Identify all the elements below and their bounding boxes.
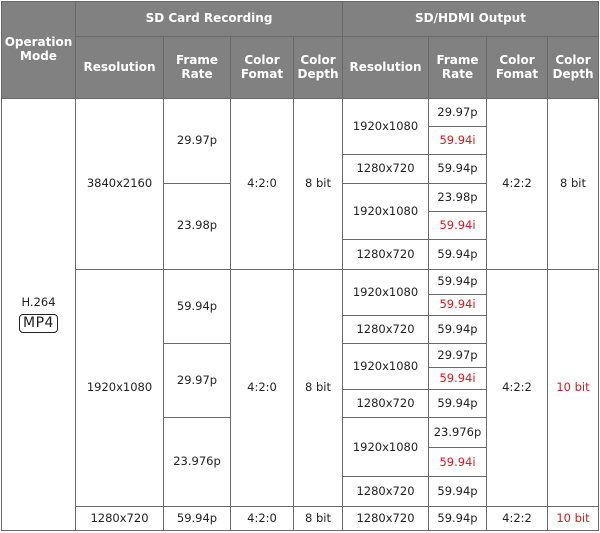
operation-mode-cell: H.264 MP4 [1,97,76,532]
out-frame-rate-cell: 59.94i [428,293,487,316]
sd-frame-rate-cell: 29.97p [163,97,231,184]
out-resolution-cell: 1920x1080 [342,268,429,316]
sd-resolution-cell: 1280x720 [75,505,164,532]
out-frame-rate-cell: 59.94p [428,476,487,507]
operation-mode-header: Operation Mode [1,1,76,99]
sd-frame-rate-cell: 29.97p [163,343,231,418]
out-resolution-cell: 1280x720 [342,476,429,507]
out-color-depth-header: Color Depth [547,36,599,99]
sd-color-format-header: Color Fomat [230,36,294,99]
out-resolution-cell: 1280x720 [342,505,429,532]
out-color-format-cell: 4:2:2 [486,505,548,532]
sd-frame-rate-header: Frame Rate [163,36,231,99]
out-frame-rate-cell: 59.94i [428,210,487,241]
out-resolution-cell: 1920x1080 [342,182,429,241]
sd-frame-rate-cell: 59.94p [163,268,231,345]
out-frame-rate-cell: 59.94p [428,388,487,418]
out-frame-rate-cell: 23.98p [428,182,487,212]
sd-resolution-cell: 3840x2160 [75,97,164,270]
out-frame-rate-cell: 59.94i [428,126,487,156]
sd-frame-rate-cell: 23.98p [163,182,231,270]
out-frame-rate-cell: 23.976p [428,416,487,449]
out-frame-rate-cell: 59.94p [428,314,487,345]
out-frame-rate-cell: 29.97p [428,97,487,128]
out-frame-rate-cell: 29.97p [428,343,487,369]
sd-color-format-cell: 4:2:0 [230,268,294,507]
out-resolution-cell: 1280x720 [342,239,429,270]
sd-color-depth-cell: 8 bit [293,97,343,270]
codec-label: H.264 [21,295,56,310]
out-color-depth-cell: 10 bit [547,268,599,507]
sd-color-depth-cell: 8 bit [293,268,343,507]
sd-card-recording-header: SD Card Recording [75,0,343,38]
out-color-format-cell: 4:2:2 [486,268,548,507]
out-color-depth-cell: 8 bit [547,97,599,270]
out-frame-rate-cell: 59.94p [428,505,487,532]
out-resolution-cell: 1280x720 [342,388,429,418]
sd-hdmi-output-header: SD/HDMI Output [342,0,599,38]
sd-frame-rate-cell: 59.94p [163,505,231,532]
sd-resolution-header: Resolution [75,36,164,99]
out-frame-rate-header: Frame Rate [428,36,487,99]
out-resolution-cell: 1280x720 [342,154,429,184]
out-frame-rate-cell: 59.94p [428,268,487,295]
out-resolution-cell: 1920x1080 [342,343,429,390]
sd-color-depth-header: Color Depth [293,36,343,99]
sd-color-format-cell: 4:2:0 [230,97,294,270]
out-resolution-header: Resolution [342,36,429,99]
out-frame-rate-cell: 59.94i [428,367,487,390]
out-resolution-cell: 1280x720 [342,314,429,345]
out-resolution-cell: 1920x1080 [342,97,429,156]
sd-color-depth-cell: 8 bit [293,505,343,532]
out-color-depth-cell: 10 bit [547,505,599,532]
out-resolution-cell: 1920x1080 [342,416,429,478]
sd-resolution-cell: 1920x1080 [75,268,164,507]
out-frame-rate-cell: 59.94p [428,239,487,270]
out-frame-rate-cell: 59.94i [428,447,487,478]
out-frame-rate-cell: 59.94p [428,154,487,184]
out-color-format-header: Color Fomat [486,36,548,99]
sd-color-format-cell: 4:2:0 [230,505,294,532]
out-color-format-cell: 4:2:2 [486,97,548,270]
sd-frame-rate-cell: 23.976p [163,416,231,507]
mp4-logo: MP4 [19,313,58,333]
